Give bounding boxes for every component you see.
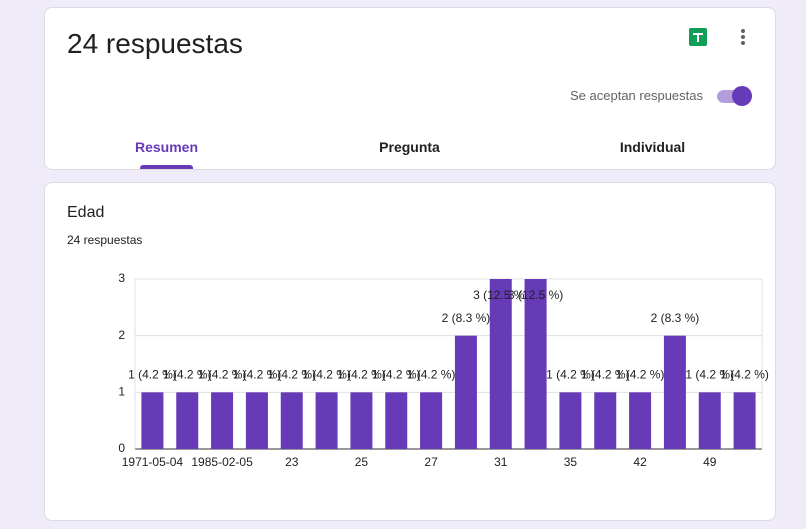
bar [629, 392, 652, 449]
value-label: 1 (4.2 %) [163, 368, 212, 382]
bar [385, 392, 408, 449]
toggle[interactable] [715, 84, 755, 108]
value-label: 1 (4.2 %) [546, 368, 595, 382]
question-card: Edad 24 respuestas [44, 182, 776, 521]
bar [211, 392, 234, 449]
more-menu[interactable] [739, 28, 747, 48]
bar [733, 392, 756, 449]
question-title: Edad [67, 204, 105, 221]
value-label: 1 (4.2 %) [581, 368, 630, 382]
tab[interactable]: Individual [619, 139, 686, 155]
bar [176, 392, 199, 449]
x-tick-label: 31 [494, 455, 508, 469]
responses-title: 24 respuestas [67, 28, 243, 59]
x-tick-label: 1985-02-05 [191, 455, 253, 469]
y-tick-label: 0 [118, 441, 125, 455]
x-tick-label: 35 [564, 455, 578, 469]
bar [524, 279, 547, 449]
value-label: 2 (8.3 %) [651, 311, 700, 325]
value-label: 3 (12.5 %) [473, 288, 528, 302]
bar [489, 279, 512, 449]
tab[interactable]: Resumen [134, 139, 199, 155]
value-label: 3 (12.5 %) [508, 288, 563, 302]
bar [420, 392, 443, 449]
value-label: 1 (4.2 %) [198, 368, 247, 382]
bar [663, 335, 686, 449]
bar [315, 392, 338, 449]
x-tick-label: 27 [424, 455, 438, 469]
value-label: 1 (4.2 %) [372, 368, 421, 382]
bar [698, 392, 721, 449]
value-label: 1 (4.2 %) [685, 368, 734, 382]
toggle-label: Se aceptan respuestas [570, 88, 703, 103]
x-tick-label: 42 [633, 455, 647, 469]
bar [350, 392, 373, 449]
y-tick-label: 3 [118, 271, 125, 285]
value-label: 1 (4.2 %) [128, 368, 177, 382]
sheets-icon[interactable] [689, 28, 709, 48]
x-tick-label: 49 [703, 455, 717, 469]
header-card: 24 respuestas Se aceptan respuestas Resu… [44, 7, 776, 170]
bar [559, 392, 582, 449]
bar [454, 335, 477, 449]
response-count: 24 respuestas [67, 233, 143, 247]
bar [280, 392, 303, 449]
value-label: 1 (4.2 %) [720, 368, 769, 382]
tab-indicator [140, 165, 193, 169]
bar [141, 392, 164, 449]
bar [594, 392, 617, 449]
tab[interactable]: Pregunta [379, 139, 440, 155]
value-label: 1 (4.2 %) [267, 368, 316, 382]
x-tick-label: 1971-05-04 [122, 455, 184, 469]
x-tick-label: 25 [355, 455, 369, 469]
value-label: 1 (4.2 %) [407, 368, 456, 382]
x-tick-label: 23 [285, 455, 299, 469]
value-label: 1 (4.2 %) [616, 368, 665, 382]
value-label: 1 (4.2 %) [302, 368, 351, 382]
bar [245, 392, 268, 449]
y-tick-label: 2 [118, 328, 125, 342]
value-label: 2 (8.3 %) [442, 311, 491, 325]
y-tick-label: 1 [118, 385, 125, 399]
value-label: 1 (4.2 %) [233, 368, 282, 382]
value-label: 1 (4.2 %) [337, 368, 386, 382]
